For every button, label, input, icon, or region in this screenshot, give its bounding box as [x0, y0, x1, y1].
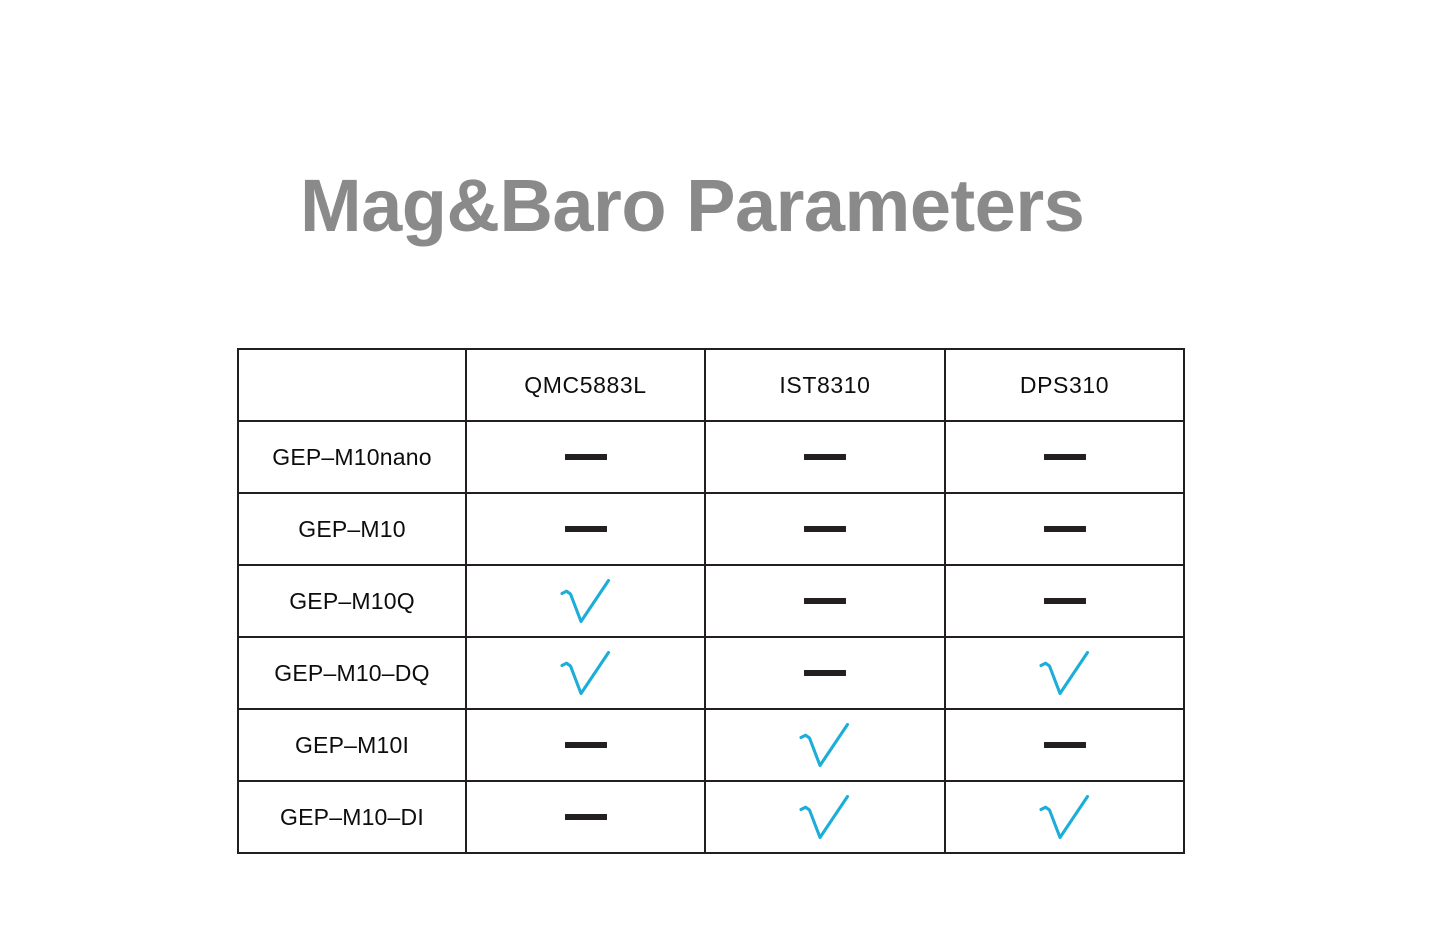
row-header-label: GEP–M10nano: [272, 443, 432, 470]
table-row: GEP–M10–DQ: [237, 636, 1185, 710]
row-header-label: GEP–M10: [298, 515, 406, 542]
column-header-label: IST8310: [779, 371, 871, 398]
table-row: GEP–M10: [237, 492, 1185, 566]
column-header-dps310: DPS310: [944, 348, 1185, 422]
table-row: GEP–M10Q: [237, 564, 1185, 638]
dash-mark-icon: [564, 813, 607, 820]
dash-mark-icon: [564, 453, 607, 460]
row-header-cell: GEP–M10I: [237, 708, 467, 782]
column-header-label: DPS310: [1019, 371, 1110, 398]
table-header-row: QMC5883L IST8310 DPS310: [237, 348, 1185, 422]
table-head: QMC5883L IST8310 DPS310: [237, 348, 1185, 422]
check-mark-icon: [798, 793, 852, 841]
support-cell-qmc5883l: [465, 636, 706, 710]
dash-mark-icon: [564, 741, 607, 748]
support-cell-ist8310: [704, 492, 946, 566]
support-cell-qmc5883l: [465, 492, 706, 566]
support-cell-qmc5883l: [465, 708, 706, 782]
support-cell-dps310: [944, 492, 1185, 566]
check-mark-icon: [559, 577, 613, 625]
support-cell-ist8310: [704, 780, 946, 854]
row-header-cell: GEP–M10: [237, 492, 467, 566]
row-header-label: GEP–M10I: [294, 731, 410, 758]
dash-mark-icon: [804, 525, 846, 532]
table-row: GEP–M10I: [237, 708, 1185, 782]
support-cell-ist8310: [704, 420, 946, 494]
support-cell-ist8310: [704, 564, 946, 638]
dash-mark-icon: [1043, 453, 1086, 460]
page-title: Mag&Baro Parameters: [300, 164, 1085, 247]
row-header-cell: GEP–M10Q: [237, 564, 467, 638]
dash-mark-icon: [1043, 597, 1086, 604]
dash-mark-icon: [804, 453, 846, 460]
support-cell-ist8310: [704, 708, 946, 782]
row-header-cell: GEP–M10–DQ: [237, 636, 467, 710]
dash-mark-icon: [804, 669, 846, 676]
check-mark-icon: [1038, 793, 1092, 841]
dash-mark-icon: [564, 525, 607, 532]
column-header-label: QMC5883L: [524, 371, 647, 398]
check-mark-icon: [1038, 649, 1092, 697]
support-cell-ist8310: [704, 636, 946, 710]
support-cell-dps310: [944, 636, 1185, 710]
support-cell-dps310: [944, 420, 1185, 494]
table-row: GEP–M10nano: [237, 420, 1185, 494]
support-cell-dps310: [944, 708, 1185, 782]
support-cell-qmc5883l: [465, 780, 706, 854]
dash-mark-icon: [1043, 741, 1086, 748]
row-header-label: GEP–M10Q: [289, 587, 415, 614]
mag-baro-parameters-table: QMC5883L IST8310 DPS310 GEP–M10nano GEP–M…: [237, 348, 1185, 854]
row-header-label: GEP–M10–DI: [280, 803, 424, 830]
check-mark-icon: [559, 649, 613, 697]
row-header-label: GEP–M10–DQ: [274, 659, 430, 686]
support-cell-qmc5883l: [465, 420, 706, 494]
row-header-cell: GEP–M10–DI: [237, 780, 467, 854]
column-header-qmc5883l: QMC5883L: [465, 348, 706, 422]
check-mark-icon: [798, 721, 852, 769]
dash-mark-icon: [1043, 525, 1086, 532]
column-header-ist8310: IST8310: [704, 348, 946, 422]
table-body: GEP–M10nano GEP–M10 GEP–M10Q GEP–M10–DQ GEP–…: [237, 420, 1185, 854]
dash-mark-icon: [804, 597, 846, 604]
support-cell-qmc5883l: [465, 564, 706, 638]
support-cell-dps310: [944, 780, 1185, 854]
support-cell-dps310: [944, 564, 1185, 638]
table-corner-cell: [237, 348, 467, 422]
row-header-cell: GEP–M10nano: [237, 420, 467, 494]
table-row: GEP–M10–DI: [237, 780, 1185, 854]
